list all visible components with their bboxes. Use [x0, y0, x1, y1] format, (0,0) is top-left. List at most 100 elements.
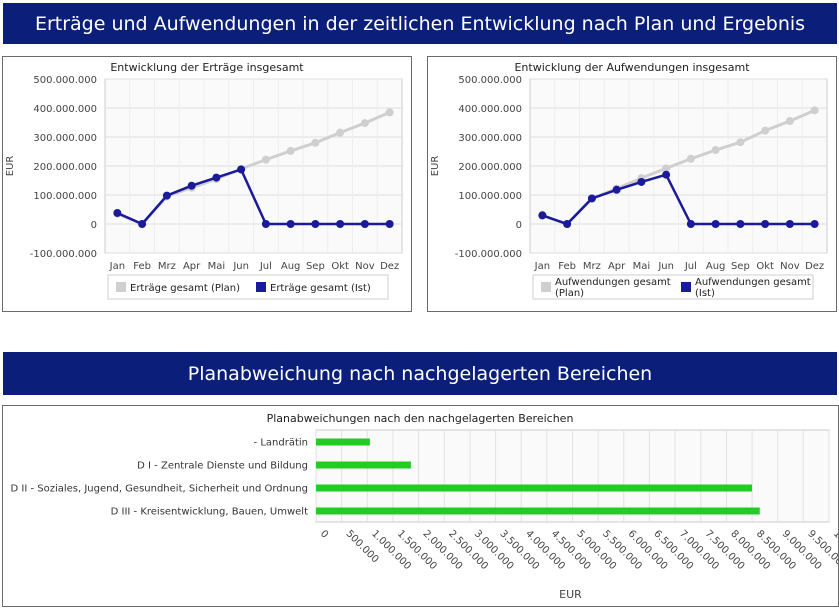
chart-title: Entwicklung der Aufwendungen insgesamt: [514, 61, 750, 74]
y-tick-label: -100.000.000: [30, 249, 97, 260]
data-point-plan: [785, 117, 794, 126]
x-tick-label: Aug: [706, 261, 726, 272]
y-tick-label: 400.000.000: [458, 104, 522, 115]
x-tick-label: Sep: [306, 261, 325, 272]
x-tick-label: Dez: [380, 261, 399, 272]
x-tick-label: Mai: [208, 261, 226, 272]
x-tick-label: Nov: [780, 261, 800, 272]
y-axis-label: EUR: [5, 156, 16, 177]
data-point-ist: [212, 173, 221, 182]
data-point-ist: [187, 181, 196, 190]
category-label: - Landrätin: [254, 438, 308, 449]
data-point-plan: [360, 119, 369, 128]
y-tick-label: -100.000.000: [455, 249, 522, 260]
x-tick-label: Jun: [657, 261, 674, 272]
data-point-ist: [736, 220, 745, 228]
legend-swatch-plan: [116, 282, 126, 292]
x-tick-label: Mai: [633, 261, 651, 272]
chart-ertraege: -100.000.000 0 100.000.000 200.000.000 300.0…: [5, 61, 403, 300]
y-tick-label: 400.000.000: [33, 104, 97, 115]
x-axis-label: EUR: [559, 588, 582, 601]
legend-box: [107, 274, 389, 300]
data-point-ist: [286, 220, 295, 228]
bar: [316, 507, 760, 515]
data-point-ist: [662, 170, 671, 179]
data-point-ist: [612, 185, 621, 194]
data-point-ist: [138, 220, 147, 228]
data-point-plan: [686, 154, 695, 163]
legend-swatch-plan: [541, 282, 551, 292]
y-tick-label: 100.000.000: [33, 191, 97, 202]
data-point-plan: [385, 108, 394, 117]
data-point-plan: [711, 146, 720, 155]
y-tick-label: 0: [516, 220, 522, 231]
category-label: D II - Soziales, Jugend, Gesundheit, Sic…: [10, 484, 308, 495]
x-tick-label: Jul: [259, 261, 272, 272]
banner-title-bottom: Planabweichung nach nachgelagerten Berei…: [187, 362, 653, 385]
y-tick-label: 200.000.000: [458, 162, 522, 173]
chart-aufwendungen: -100.000.000 0 100.000.000 200.000.000 300.0…: [430, 61, 828, 300]
x-tick-label: Nov: [355, 261, 375, 272]
panel-aufwendungen: -100.000.000 0 100.000.000 200.000.000 300.0…: [427, 56, 837, 312]
data-point-ist: [113, 208, 122, 217]
y-axis-label: EUR: [430, 156, 441, 177]
data-point-ist: [261, 220, 270, 228]
banner-ertraege-aufwendungen: Erträge und Aufwendungen in der zeitlich…: [3, 3, 837, 44]
series-line-ist: [541, 173, 815, 226]
y-tick-label: 500.000.000: [33, 75, 97, 86]
data-point-ist: [711, 220, 720, 228]
y-tick-label: 100.000.000: [458, 191, 522, 202]
data-point-plan: [761, 126, 770, 135]
chart-title: Planabweichungen nach den nachgelagerten…: [267, 412, 574, 425]
panel-ertraege: -100.000.000 0 100.000.000 200.000.000 300.0…: [2, 56, 412, 312]
data-point-ist: [637, 177, 646, 186]
data-point-ist: [563, 220, 572, 228]
data-point-plan: [736, 138, 745, 147]
legend-label: Erträge gesamt (Ist): [270, 283, 371, 294]
legend-swatch-ist: [256, 282, 266, 292]
data-point-ist: [538, 211, 547, 220]
x-tick-label: Jun: [232, 261, 249, 272]
data-point-ist: [587, 194, 596, 203]
data-point-ist: [686, 220, 695, 228]
data-point-ist: [237, 165, 246, 174]
data-point-ist: [785, 220, 794, 228]
legend-label: Aufwendungen gesamt (Plan): [555, 277, 671, 299]
x-tick-label: Sep: [731, 261, 750, 272]
chart-title: Entwicklung der Erträge insgesamt: [110, 61, 304, 74]
banner-planabweichung: Planabweichung nach nachgelagerten Berei…: [3, 352, 837, 395]
data-point-plan: [810, 106, 819, 115]
y-tick-label: 0: [91, 220, 97, 231]
bar: [316, 438, 370, 446]
y-tick-label: 200.000.000: [33, 162, 97, 173]
x-tick-label: Dez: [805, 261, 824, 272]
data-point-plan: [261, 155, 270, 164]
x-tick-label: Jan: [109, 261, 125, 272]
data-point-ist: [336, 220, 345, 228]
data-point-ist: [360, 220, 369, 228]
banner-title-top: Erträge und Aufwendungen in der zeitlich…: [34, 12, 806, 35]
x-tick-label: Aug: [281, 261, 301, 272]
x-tick-label: Mrz: [158, 261, 176, 272]
x-tick-label: 10: [831, 528, 838, 545]
y-tick-label: 300.000.000: [458, 133, 522, 144]
chart-planabweichungen: 0 500.0001.000.0001.500.0002.000.0002.500…: [10, 412, 839, 601]
category-label: D III - Kreisentwicklung, Bauen, Umwelt: [111, 507, 308, 518]
series-line-ist: [116, 167, 390, 226]
category-label: D I - Zentrale Dienste und Bildung: [137, 461, 308, 472]
x-tick-label: Mrz: [583, 261, 601, 272]
data-point-ist: [311, 220, 320, 228]
data-point-plan: [662, 164, 671, 173]
legend-swatch-ist: [681, 282, 691, 292]
x-tick-label: Jul: [684, 261, 697, 272]
legend-box: [532, 274, 814, 300]
data-point-plan: [311, 138, 320, 147]
data-point-plan: [286, 146, 295, 155]
legend-label: Aufwendungen gesamt (Ist): [695, 277, 811, 299]
x-tick-label: Okt: [756, 261, 774, 272]
x-tick-label: Apr: [608, 261, 626, 272]
bar: [316, 484, 753, 492]
x-tick-label: Jan: [534, 261, 550, 272]
data-point-ist: [385, 220, 394, 228]
data-point-ist: [810, 220, 819, 228]
